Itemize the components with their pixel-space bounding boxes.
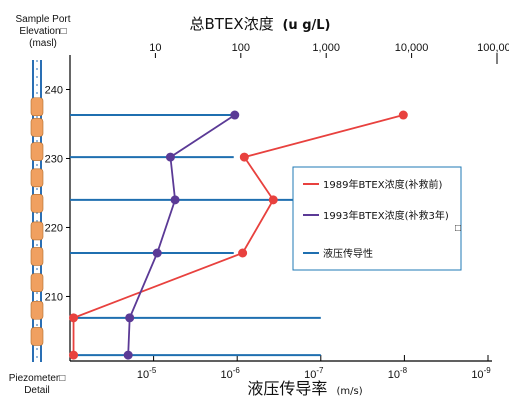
series-1989-point bbox=[69, 350, 79, 360]
series-1989-point bbox=[239, 152, 249, 162]
piezometer-port bbox=[30, 300, 44, 320]
series-1993-point bbox=[125, 313, 135, 323]
piezometer-port bbox=[30, 97, 44, 117]
top-axis-tick-label: 100,000 bbox=[477, 42, 509, 54]
bottom-axis-label: 液压传导率 bbox=[247, 379, 327, 398]
piezometer-port bbox=[30, 221, 44, 241]
bottom-axis-unit: (m/s) bbox=[336, 386, 362, 397]
piezometer-diagram bbox=[30, 60, 44, 362]
series-1989-point bbox=[238, 248, 248, 258]
bottom-axis-title: 液压传导率 (m/s) bbox=[247, 379, 362, 398]
y-axis-tick-label: 220 bbox=[45, 222, 63, 234]
piezometer-port bbox=[30, 247, 44, 266]
bottom-axis-tick-label: 10-7 bbox=[304, 366, 324, 381]
legend-label-1989: 1989年BTEX浓度(补救前) bbox=[323, 178, 442, 191]
y-axis-label-2: Elevation□ bbox=[19, 26, 66, 37]
piezometer-label-2: Detail bbox=[24, 385, 50, 396]
legend: 1989年BTEX浓度(补救前) 1993年BTEX浓度(补救3年) □ 液压传… bbox=[292, 166, 462, 271]
piezometer-port bbox=[30, 327, 44, 346]
top-axis-tick-label: 1,000 bbox=[312, 42, 340, 54]
axis-ticks: 10 100 1,000 10,000 100,000 210 220 230 240 10-5 1… bbox=[45, 42, 509, 381]
bottom-axis-tick-label: 10-5 bbox=[137, 366, 157, 381]
series-1993-point bbox=[152, 248, 162, 258]
top-axis-label: 总BTEX浓度 bbox=[189, 15, 273, 33]
top-axis-tick-label: 10 bbox=[149, 42, 161, 54]
series-1989-line bbox=[72, 114, 404, 356]
legend-label-1993: 1993年BTEX浓度(补救3年) bbox=[323, 209, 449, 222]
bottom-axis-tick-label: 10-8 bbox=[388, 366, 408, 381]
legend-note-glyph: □ bbox=[455, 223, 461, 234]
series-1989-point bbox=[268, 195, 278, 205]
legend-box bbox=[292, 166, 462, 271]
series-1993-point bbox=[230, 110, 240, 120]
bottom-axis-tick-label: 10-6 bbox=[221, 366, 241, 381]
series-1993-point bbox=[170, 195, 180, 205]
piezometer-label-1: Piezometer□ bbox=[9, 373, 66, 384]
y-axis-label-3: (masl) bbox=[29, 38, 57, 49]
top-axis-tick-label: 100 bbox=[232, 42, 250, 54]
series-1993-line bbox=[127, 114, 236, 356]
top-axis-tick-label: 10,000 bbox=[395, 42, 429, 54]
y-axis-label-1: Sample Port bbox=[15, 14, 70, 25]
concentration-lines bbox=[69, 110, 408, 360]
top-axis-title: 总BTEX浓度 (u g/L) bbox=[189, 15, 330, 33]
piezometer-port bbox=[30, 142, 44, 161]
y-axis-tick-label: 230 bbox=[45, 153, 63, 165]
y-axis-tick-label: 210 bbox=[45, 291, 63, 303]
bottom-axis-tick-label: 10-9 bbox=[471, 366, 491, 381]
series-1993-point bbox=[123, 350, 133, 360]
piezometer-port bbox=[30, 118, 44, 137]
series-1989-point bbox=[398, 110, 408, 120]
series-1993-point bbox=[165, 152, 175, 162]
top-axis-unit: (u g/L) bbox=[282, 18, 330, 33]
piezometer-port bbox=[30, 168, 44, 188]
piezometer-port bbox=[30, 273, 44, 292]
legend-label-conductivity: 液压传导性 bbox=[323, 247, 373, 260]
conductivity-bars bbox=[70, 114, 321, 357]
y-axis-tick-label: 240 bbox=[45, 84, 63, 96]
piezometer-port bbox=[30, 194, 44, 213]
series-1989-point bbox=[69, 313, 79, 323]
